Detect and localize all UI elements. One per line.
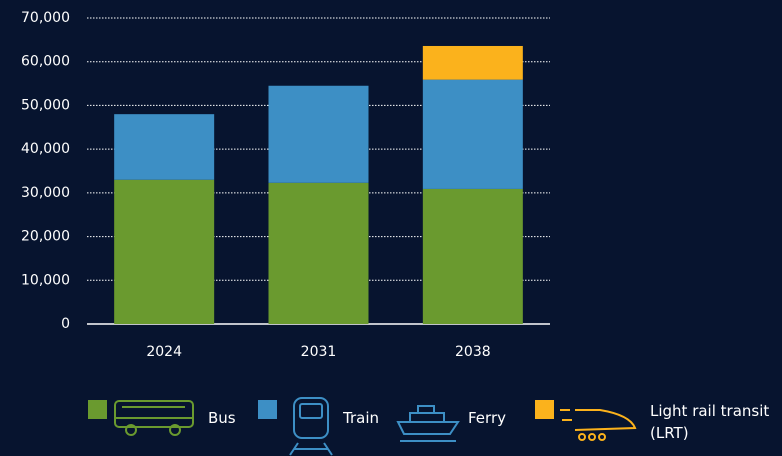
- legend-label: Train: [343, 409, 379, 427]
- x-tick-label: 2031: [301, 344, 337, 360]
- legend-label-box: Train: [343, 409, 379, 427]
- bus-icon: [114, 400, 194, 436]
- bar-segment: [422, 45, 523, 80]
- legend-swatch: [535, 400, 554, 419]
- ferry-icon: [396, 405, 460, 442]
- y-tick-label: 60,000: [21, 54, 70, 70]
- y-tick-label: 50,000: [21, 97, 70, 113]
- legend-label-box: Bus: [208, 409, 236, 427]
- bar-segment: [114, 179, 215, 324]
- legend-label: Light rail transit (LRT): [650, 402, 770, 442]
- y-tick-label: 70,000: [21, 10, 70, 26]
- y-tick-label: 10,000: [21, 272, 70, 288]
- bar-segment: [422, 188, 523, 324]
- x-tick-label: 2038: [455, 344, 491, 360]
- legend-swatch: [88, 400, 107, 419]
- y-tick-label: 40,000: [21, 141, 70, 157]
- train-icon: [289, 397, 333, 456]
- bar-segment: [268, 85, 369, 183]
- legend-label-box: Ferry: [468, 409, 506, 427]
- lrt-icon: [560, 409, 637, 441]
- bar-segment: [114, 114, 215, 180]
- x-tick-label: 2024: [146, 344, 182, 360]
- bar-segment: [268, 182, 369, 324]
- legend-label-box: Light rail transit (LRT): [650, 402, 770, 442]
- legend-swatch: [258, 400, 277, 419]
- y-tick-label: 20,000: [21, 229, 70, 245]
- y-tick-label: 30,000: [21, 185, 70, 201]
- bar-segment: [422, 79, 523, 189]
- y-tick-label: 0: [61, 316, 70, 332]
- legend-label: Ferry: [468, 409, 506, 427]
- legend-label: Bus: [208, 409, 236, 427]
